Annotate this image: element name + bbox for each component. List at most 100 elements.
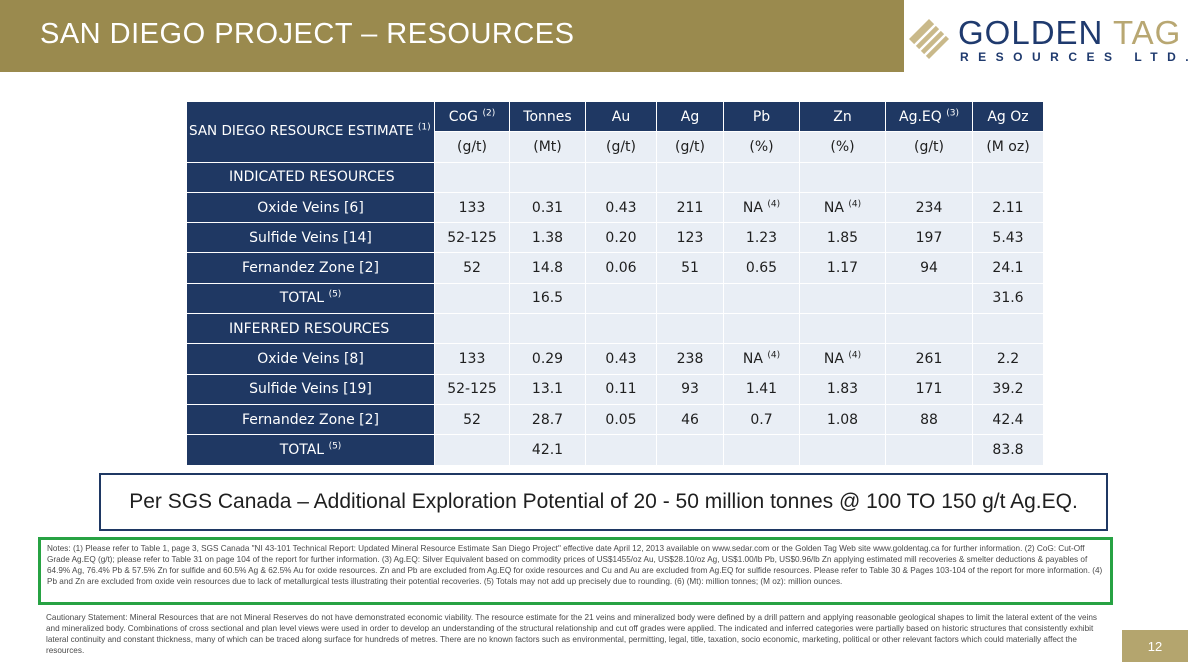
row-label: Fernandez Zone [2] bbox=[186, 403, 435, 436]
row-label: Fernandez Zone [2] bbox=[186, 252, 435, 284]
empty-cell bbox=[723, 161, 800, 193]
banner-text: Per SGS Canada – Additional Exploration … bbox=[129, 490, 1078, 513]
table-cell bbox=[585, 282, 657, 315]
empty-cell bbox=[656, 313, 724, 345]
table-cell: NA (4) bbox=[799, 343, 886, 375]
column-header: Ag Oz bbox=[972, 100, 1044, 133]
page-number: 12 bbox=[1122, 630, 1188, 662]
cell-value: 31.6 bbox=[992, 290, 1024, 307]
cell-value: 13.1 bbox=[531, 381, 564, 398]
cell-value: NA bbox=[823, 351, 844, 368]
empty-cell bbox=[885, 313, 973, 345]
empty-cell bbox=[656, 161, 724, 193]
title-bar: SAN DIEGO PROJECT – RESOURCES bbox=[0, 0, 904, 72]
table-cell bbox=[723, 282, 800, 315]
table-header-row: SAN DIEGO RESOURCE ESTIMATE (1) CoG (2) To… bbox=[186, 100, 1044, 163]
table-cell: 94 bbox=[885, 252, 973, 284]
cell-value: 52-125 bbox=[447, 381, 497, 398]
cell-value: 1.41 bbox=[745, 381, 778, 398]
column-unit: (Mt) bbox=[509, 131, 586, 163]
cell-value: 83.8 bbox=[992, 441, 1024, 458]
cell-footnote: (4) bbox=[767, 350, 781, 361]
table-cell: 1.17 bbox=[799, 252, 886, 284]
column-header-label: Zn bbox=[833, 108, 852, 125]
table-row: Sulfide Veins [14] 52-125 1.38 0.20 123 1.23 1… bbox=[186, 222, 1044, 254]
section-row-indicated: INDICATED RESOURCES bbox=[186, 161, 1044, 193]
table-cell: 24.1 bbox=[972, 252, 1044, 284]
column-header: Ag.EQ (3) bbox=[885, 100, 973, 133]
table-title-footnote: (1) bbox=[417, 122, 431, 133]
cell-value: 0.06 bbox=[605, 260, 637, 277]
table-cell: 0.43 bbox=[585, 191, 657, 224]
cell-value: 2.11 bbox=[992, 199, 1024, 216]
table-cell bbox=[799, 282, 886, 315]
empty-cell bbox=[972, 161, 1044, 193]
cell-value: 1.83 bbox=[826, 381, 859, 398]
notes-box: Notes: (1) Please refer to Table 1, page… bbox=[38, 537, 1113, 605]
cell-value: 1.38 bbox=[531, 229, 564, 246]
cell-value: 133 bbox=[458, 199, 486, 216]
exploration-potential-banner: Per SGS Canada – Additional Exploration … bbox=[99, 473, 1108, 531]
empty-cell bbox=[972, 313, 1044, 345]
slide-title: SAN DIEGO PROJECT – RESOURCES bbox=[40, 18, 575, 50]
cell-value: 5.43 bbox=[992, 229, 1024, 246]
cell-value: 52 bbox=[463, 411, 481, 428]
table-cell bbox=[434, 434, 510, 466]
row-label: Sulfide Veins [14] bbox=[186, 222, 435, 254]
table-cell bbox=[656, 282, 724, 315]
cell-value: NA bbox=[823, 199, 844, 216]
table-cell: 42.1 bbox=[509, 434, 586, 466]
table-cell bbox=[434, 282, 510, 315]
table-cell: 1.83 bbox=[799, 373, 886, 405]
table-cell bbox=[585, 434, 657, 466]
cell-value: 0.43 bbox=[605, 351, 637, 368]
cell-value: 94 bbox=[920, 260, 938, 277]
table-cell: 133 bbox=[434, 191, 510, 224]
table-cell: 28.7 bbox=[509, 403, 586, 436]
column-header-label: CoG bbox=[448, 108, 478, 125]
cell-value: 238 bbox=[676, 351, 704, 368]
cell-value: 52 bbox=[463, 260, 481, 277]
row-label: Oxide Veins [6] bbox=[186, 191, 435, 224]
cell-value: 46 bbox=[681, 411, 699, 428]
column-header-footnote: (3) bbox=[946, 107, 959, 118]
row-label-footnote: (5) bbox=[328, 441, 342, 452]
cell-value: 24.1 bbox=[992, 260, 1024, 277]
cell-value: 28.7 bbox=[531, 411, 564, 428]
row-label-text: Oxide Veins [8] bbox=[257, 351, 364, 368]
cell-value: 171 bbox=[915, 381, 943, 398]
table-cell: 93 bbox=[656, 373, 724, 405]
cell-value: 1.23 bbox=[745, 229, 778, 246]
table-cell: 171 bbox=[885, 373, 973, 405]
column-header: Ag bbox=[656, 100, 724, 133]
table-cell: 197 bbox=[885, 222, 973, 254]
table-cell: 1.41 bbox=[723, 373, 800, 405]
row-label-text: TOTAL bbox=[279, 441, 325, 458]
cell-value: 0.05 bbox=[605, 411, 637, 428]
table-row: Fernandez Zone [2] 52 28.7 0.05 46 0.7 1.08 88 4… bbox=[186, 403, 1044, 436]
table-cell bbox=[723, 434, 800, 466]
table-cell: 0.06 bbox=[585, 252, 657, 284]
logo-name-main: GOLDEN bbox=[958, 14, 1113, 51]
table-cell: 1.23 bbox=[723, 222, 800, 254]
cell-value: 42.4 bbox=[992, 411, 1024, 428]
empty-cell bbox=[509, 313, 586, 345]
empty-cell bbox=[509, 161, 586, 193]
cell-value: 51 bbox=[681, 260, 699, 277]
cell-value: 0.7 bbox=[750, 411, 773, 428]
table-title-cell: SAN DIEGO RESOURCE ESTIMATE (1) bbox=[186, 101, 435, 163]
cell-value: 133 bbox=[458, 351, 486, 368]
column-unit: (g/t) bbox=[585, 131, 657, 163]
logo-name-accent: TAG bbox=[1112, 14, 1182, 51]
cell-value: 0.29 bbox=[531, 351, 564, 368]
table-cell bbox=[885, 434, 973, 466]
table-cell: 52 bbox=[434, 252, 510, 284]
table-row: Fernandez Zone [2] 52 14.8 0.06 51 0.65 1.17 94… bbox=[186, 252, 1044, 284]
table-row: Oxide Veins [8] 133 0.29 0.43 238 NA (4) NA (4… bbox=[186, 343, 1044, 375]
table-cell: NA (4) bbox=[799, 191, 886, 224]
column-unit: (M oz) bbox=[972, 131, 1044, 163]
table-cell bbox=[799, 434, 886, 466]
table-cell: 39.2 bbox=[972, 373, 1044, 405]
cell-value: 39.2 bbox=[992, 381, 1024, 398]
logo-subtitle: RESOURCES LTD. bbox=[960, 50, 1194, 64]
